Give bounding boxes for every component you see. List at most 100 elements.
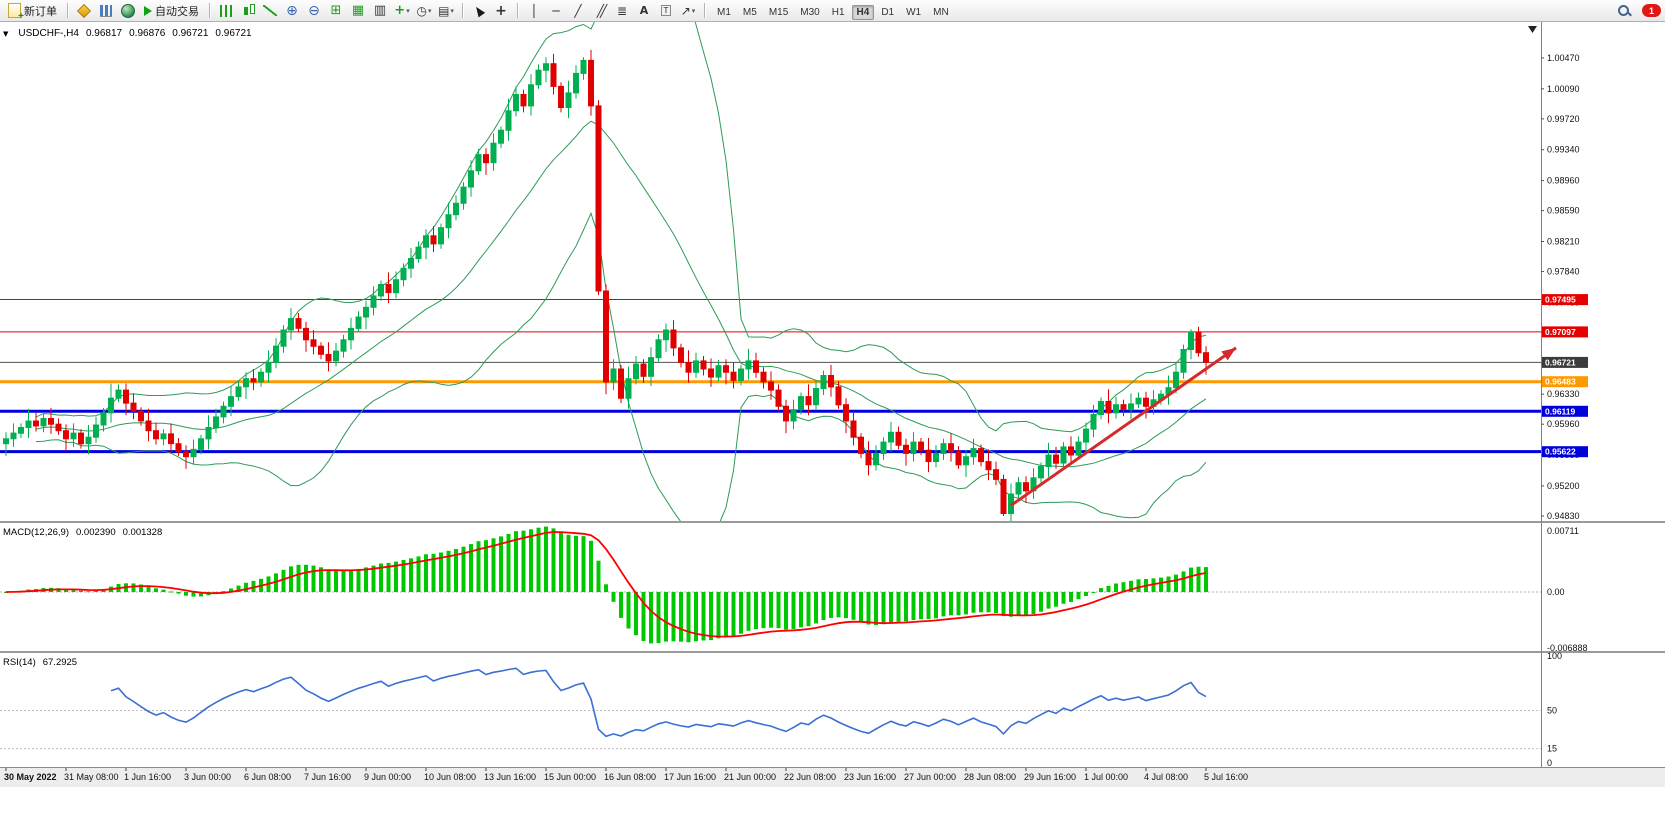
time-axis-label: 22 Jun 08:00: [784, 772, 836, 782]
horizontal-line-icon[interactable]: ─: [552, 3, 560, 18]
macd-histogram: [4, 526, 1208, 644]
timeframe-d1[interactable]: D1: [881, 6, 895, 18]
time-axis-label: 21 Jun 00:00: [724, 772, 776, 782]
time-axis-label: 3 Jun 00:00: [184, 772, 231, 782]
price-tag-label: 0.96721: [1545, 357, 1576, 367]
data-window-icon[interactable]: [96, 2, 116, 20]
fibonacci-icon[interactable]: ≣: [616, 3, 628, 18]
price-axis-label: 0.99340: [1547, 145, 1580, 155]
macd-signal-line: [5, 531, 1207, 638]
vertical-line-icon[interactable]: │: [530, 3, 538, 18]
arrows-icon[interactable]: ↗ ▾: [680, 3, 696, 18]
price-axis-label: 1.00090: [1547, 84, 1580, 94]
chart-canvas[interactable]: 1.00470 1.00090 0.99720 0.99340 0.98960 0.985…: [0, 22, 1665, 833]
price-tag: [1542, 356, 1588, 368]
cascade-windows-icon[interactable]: ▦: [351, 3, 365, 18]
time-axis-label: 6 Jun 08:00: [244, 772, 291, 782]
rsi-axis-label: 0: [1547, 758, 1552, 768]
time-axis-label: 9 Jun 00:00: [364, 772, 411, 782]
auto-trading-button[interactable]: 自动交易: [140, 1, 203, 21]
new-order-label: 新订单: [24, 5, 57, 18]
timeframe-mn[interactable]: MN: [933, 6, 949, 18]
time-axis-label: 28 Jun 08:00: [964, 772, 1016, 782]
channel-icon[interactable]: ╱╱: [596, 3, 607, 18]
price-tag: [1542, 405, 1588, 417]
periods-icon[interactable]: ◷ ▾: [416, 3, 432, 18]
macd-axis-label: 0.00: [1547, 587, 1565, 597]
price-axis-label: 0.99720: [1547, 114, 1580, 124]
price-tag: [1542, 376, 1588, 388]
separator: [209, 3, 210, 18]
timeframe-m1[interactable]: M1: [717, 6, 731, 18]
price-axis-label: 0.95960: [1547, 419, 1580, 429]
price-tag-label: 0.96483: [1545, 377, 1576, 387]
tile-windows-icon[interactable]: ⊞: [330, 3, 342, 18]
chart-area: 1.00470 1.00090 0.99720 0.99340 0.98960 0.985…: [0, 22, 1665, 833]
zoom-in-icon[interactable]: ⊕: [286, 2, 298, 19]
new-order-button[interactable]: 新订单: [4, 1, 61, 22]
market-watch-icon[interactable]: [74, 2, 94, 20]
templates-icon[interactable]: ▤ ▾: [438, 3, 454, 18]
chart-shift-marker[interactable]: [1528, 26, 1537, 33]
bar-chart-icon[interactable]: [216, 2, 236, 20]
rsi-axis-label: 15: [1547, 744, 1557, 754]
price-tag-label: 0.97097: [1545, 327, 1576, 337]
separator: [517, 3, 518, 18]
time-axis-label: 13 Jun 16:00: [484, 772, 536, 782]
trendline-icon[interactable]: ╱: [574, 3, 582, 18]
time-axis-label: 23 Jun 16:00: [844, 772, 896, 782]
candlestick-chart-icon[interactable]: [238, 2, 258, 20]
search-icon[interactable]: [1614, 2, 1634, 20]
time-axis[interactable]: 30 May 2022 31 May 08:00 1 Jun 16:00 3 Jun …: [0, 767, 1665, 787]
time-axis-label: 10 Jun 08:00: [424, 772, 476, 782]
new-order-icon: [8, 3, 24, 22]
arrange-windows-icon[interactable]: ▥: [373, 3, 387, 18]
time-axis-label: 15 Jun 00:00: [544, 772, 596, 782]
timeframe-group: M1 M5 M15 M30 H1 H4 D1 W1 MN: [711, 2, 955, 20]
timeframe-m15[interactable]: M15: [768, 6, 789, 18]
macd-pane: [0, 526, 1541, 644]
price-tag: [1542, 294, 1588, 306]
rsi-pane: [0, 667, 1541, 750]
navigator-icon[interactable]: [118, 2, 138, 20]
zoom-out-icon[interactable]: ⊖: [308, 2, 320, 19]
rsi-line: [110, 667, 1207, 738]
pane-divider[interactable]: [0, 651, 1665, 653]
price-tag-label: 0.95622: [1545, 447, 1576, 457]
line-chart-icon[interactable]: [260, 2, 280, 20]
notification-badge[interactable]: 1: [1642, 4, 1661, 17]
price-axis-label: 0.95200: [1547, 481, 1580, 491]
bollinger-middle: [35, 120, 1207, 468]
toolbar: 新订单 自动交易 ⊕ ⊖ ⊞ ▦ ▥ +▾ ◷▾ ▤▾ + │ ─ ╱ ╱╱ ≣…: [0, 0, 1665, 22]
time-axis-label: 31 May 08:00: [64, 772, 119, 782]
time-axis-label: 17 Jun 16:00: [664, 772, 716, 782]
time-axis-label: 1 Jul 00:00: [1084, 772, 1128, 782]
timeframe-m5[interactable]: M5: [742, 6, 757, 18]
separator: [67, 3, 68, 18]
rsi-axis-label: 100: [1547, 651, 1562, 661]
indicators-icon[interactable]: + ▾: [394, 3, 410, 18]
price-axis-label: 0.98960: [1547, 176, 1580, 186]
time-axis-label: 29 Jun 16:00: [1024, 772, 1076, 782]
price-tag-label: 0.97495: [1545, 295, 1576, 305]
price-axis-label: 0.94830: [1547, 511, 1580, 521]
macd-axis-label: 0.00711: [1547, 526, 1579, 536]
timeframe-w1[interactable]: W1: [906, 6, 922, 18]
cursor-icon[interactable]: [469, 2, 489, 20]
time-axis-label: 5 Jul 16:00: [1204, 772, 1248, 782]
price-axis[interactable]: 1.00470 1.00090 0.99720 0.99340 0.98960 0.985…: [1541, 53, 1588, 768]
text-icon[interactable]: A: [639, 4, 649, 17]
timeframe-h1[interactable]: H1: [831, 6, 845, 18]
timeframe-m30[interactable]: M30: [800, 6, 820, 18]
label-icon[interactable]: T: [656, 2, 676, 20]
price-axis-label: 0.98210: [1547, 237, 1580, 247]
time-axis-label: 1 Jun 16:00: [124, 772, 171, 782]
time-axis-label: 27 Jun 00:00: [904, 772, 956, 782]
time-axis-label: 30 May 2022: [4, 772, 57, 782]
pane-divider[interactable]: [0, 521, 1665, 523]
timeframe-h4[interactable]: H4: [851, 4, 875, 20]
time-axis-label: 7 Jun 16:00: [304, 772, 351, 782]
crosshair-icon[interactable]: +: [495, 2, 507, 19]
main-pane: [0, 22, 1541, 521]
trend-arrow[interactable]: [1010, 346, 1237, 507]
